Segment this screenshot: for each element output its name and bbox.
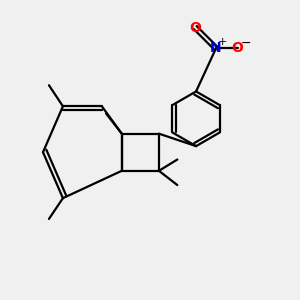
Text: −: − [241, 38, 251, 50]
Text: O: O [189, 20, 201, 34]
Text: O: O [232, 41, 244, 56]
Text: N: N [210, 41, 222, 56]
Text: +: + [218, 37, 227, 47]
